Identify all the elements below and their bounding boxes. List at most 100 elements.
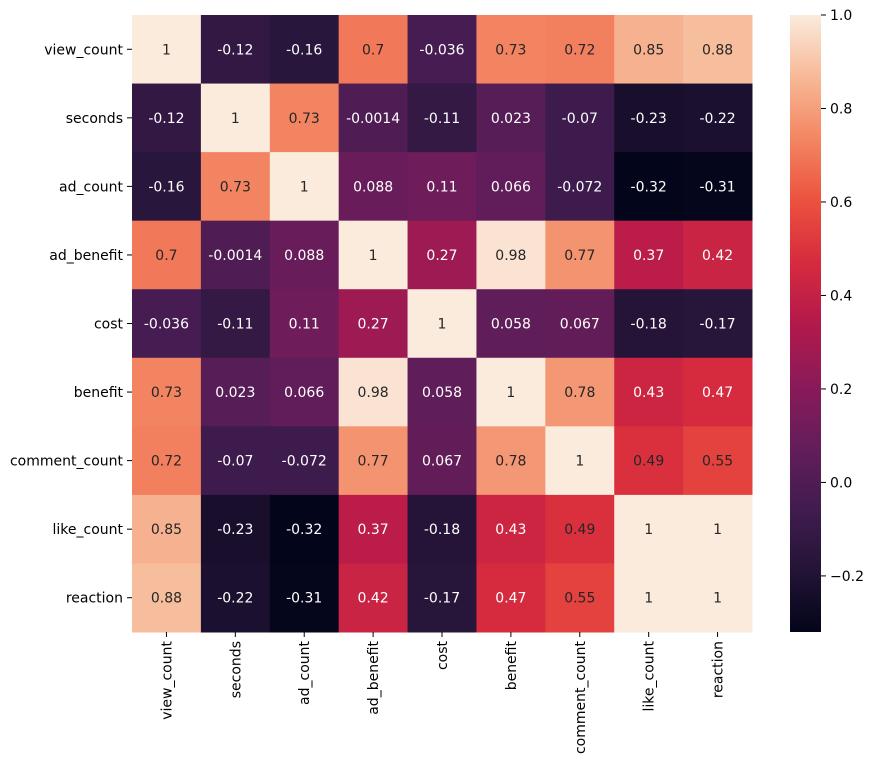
cell-annotation: -0.17	[699, 317, 735, 333]
heatmap-cell	[132, 15, 202, 85]
heatmap-cell	[269, 494, 340, 564]
cell-annotation: 1	[369, 248, 378, 264]
heatmap-cell	[476, 152, 546, 222]
heatmap-cell	[132, 494, 202, 564]
heatmap-cell	[476, 289, 546, 359]
cell-annotation: -0.0014	[346, 111, 400, 127]
y-tick-label: view_count	[44, 42, 123, 58]
heatmap-cell	[614, 220, 684, 290]
heatmap-cell	[338, 15, 409, 85]
x-tick-label: ad_benefit	[366, 640, 382, 714]
heatmap-cell	[269, 15, 340, 85]
colorbar-tick-label: 0.4	[830, 288, 852, 304]
cell-annotation: 0.73	[289, 111, 320, 127]
heatmap-cell	[614, 563, 684, 633]
cell-annotation: -0.11	[217, 317, 253, 333]
cell-annotation: -0.31	[286, 591, 322, 607]
cell-annotation: -0.07	[217, 454, 253, 470]
heatmap-cell	[476, 220, 546, 290]
cell-annotation: 0.43	[633, 385, 664, 401]
x-tick-label: cost	[435, 640, 451, 670]
heatmap-cell	[545, 563, 615, 633]
cell-annotation: -0.16	[148, 179, 184, 195]
colorbar: −0.2 0.0 0.2 0.4 0.6 0.8 1.0	[790, 8, 864, 632]
cell-annotation: 1	[575, 454, 584, 470]
cell-annotation: 0.27	[358, 317, 389, 333]
y-tick-label: reaction	[66, 591, 123, 607]
heatmap-cell	[407, 494, 477, 564]
x-tick-label: seconds	[228, 641, 244, 698]
cell-annotation: 0.78	[495, 454, 526, 470]
heatmap-cell	[132, 83, 202, 153]
colorbar-tick-label: 0.6	[830, 195, 852, 211]
colorbar-tick-label: 0.2	[830, 382, 852, 398]
heatmap-cell	[545, 289, 615, 359]
cell-annotation: 1	[644, 591, 653, 607]
heatmap-cell	[269, 357, 340, 427]
heatmap-cell	[476, 83, 546, 153]
cell-annotation: 0.72	[564, 42, 595, 58]
heatmap-cells	[132, 15, 753, 633]
heatmap-cell	[614, 15, 684, 85]
heatmap-cell	[132, 152, 202, 222]
cell-annotation: 0.47	[702, 385, 733, 401]
cell-annotation: 0.85	[633, 42, 664, 58]
cell-annotation: 0.42	[358, 591, 389, 607]
cell-annotation: 1	[713, 522, 722, 538]
heatmap-cell	[269, 83, 340, 153]
heatmap-cell	[407, 426, 477, 496]
heatmap-cell	[683, 563, 753, 633]
cell-annotation: -0.072	[557, 179, 602, 195]
heatmap-cell	[614, 357, 684, 427]
heatmap-cell	[269, 426, 340, 496]
heatmap-cell	[200, 83, 271, 153]
heatmap-cell	[683, 426, 753, 496]
cell-annotation: 0.11	[289, 317, 320, 333]
heatmap-cell	[614, 83, 684, 153]
cell-annotation: 0.088	[284, 248, 324, 264]
heatmap-cell	[338, 563, 409, 633]
heatmap-cell	[407, 15, 477, 85]
cell-annotation: 0.088	[353, 179, 393, 195]
heatmap-cell	[407, 289, 477, 359]
cell-annotation: 0.058	[491, 317, 531, 333]
cell-annotation: -0.0014	[208, 248, 262, 264]
heatmap-cell	[200, 220, 271, 290]
heatmap-cell	[683, 289, 753, 359]
cell-annotation: 0.73	[220, 179, 251, 195]
colorbar-tick-label: −0.2	[830, 569, 864, 585]
cell-annotation: -0.18	[631, 317, 667, 333]
heatmap-cell	[545, 494, 615, 564]
cell-annotation: -0.12	[148, 111, 184, 127]
cell-annotation: -0.072	[282, 454, 327, 470]
cell-annotation: -0.17	[424, 591, 460, 607]
heatmap-cell	[476, 426, 546, 496]
heatmap-cell	[614, 494, 684, 564]
heatmap-cell	[545, 152, 615, 222]
heatmap-cell	[545, 220, 615, 290]
cell-annotations: 1 -0.12 -0.16 0.7 -0.036 0.73 0.72 0.85 0.88 -0.1…	[144, 42, 736, 606]
cell-annotation: 0.067	[560, 317, 600, 333]
cell-annotation: -0.22	[699, 111, 735, 127]
colorbar-tick-label: 1.0	[830, 8, 852, 24]
cell-annotation: 0.47	[495, 591, 526, 607]
heatmap-cell	[545, 15, 615, 85]
heatmap-cell	[614, 152, 684, 222]
heatmap-cell	[407, 563, 477, 633]
y-tick-label: like_count	[53, 522, 124, 538]
cell-annotation: 0.7	[155, 248, 177, 264]
cell-annotation: 1	[438, 317, 447, 333]
cell-annotation: -0.16	[286, 42, 322, 58]
cell-annotation: 1	[713, 591, 722, 607]
heatmap-cell	[476, 357, 546, 427]
cell-annotation: 0.49	[564, 522, 595, 538]
cell-annotation: 0.98	[358, 385, 389, 401]
y-tick-label: comment_count	[10, 454, 124, 470]
cell-annotation: -0.036	[419, 42, 464, 58]
heatmap-cell	[545, 426, 615, 496]
heatmap-cell	[545, 83, 615, 153]
y-tick-label: seconds	[66, 111, 123, 127]
heatmap-cell	[132, 563, 202, 633]
heatmap-cell	[338, 494, 409, 564]
